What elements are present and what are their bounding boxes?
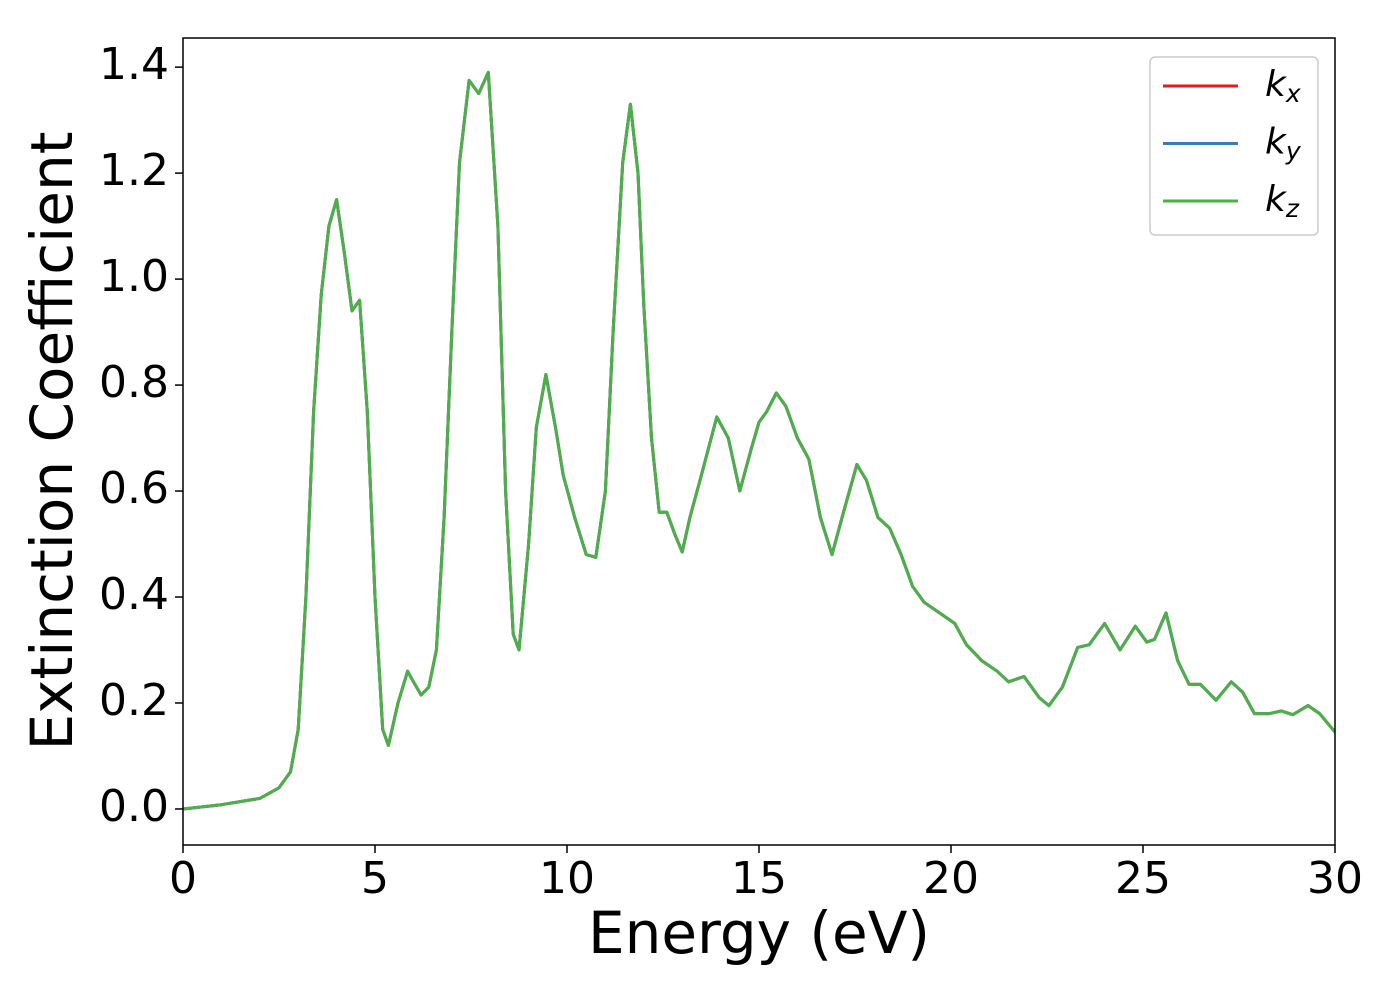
x-tick-label: 30	[1307, 853, 1363, 904]
legend-label: ky	[1265, 122, 1302, 166]
x-axis-label: Energy (eV)	[588, 899, 930, 967]
line-series	[183, 70, 1335, 811]
x-tick-label: 15	[731, 853, 787, 904]
y-tick-label: 0.6	[99, 463, 169, 514]
plot-frame	[182, 37, 1336, 846]
x-tick-label: 5	[361, 853, 389, 904]
x-tick-label: 20	[923, 853, 979, 904]
x-tick-label: 10	[539, 853, 595, 904]
y-tick-label: 1.4	[99, 39, 169, 90]
legend-box	[1149, 56, 1319, 236]
y-tick-label: 0.2	[99, 675, 169, 726]
y-tick-label: 1.0	[99, 251, 169, 302]
y-tick-label: 0.4	[99, 569, 169, 620]
x-tick-label: 0	[169, 853, 197, 904]
legend: kx ky kz	[1149, 56, 1319, 236]
x-tick-label: 25	[1115, 853, 1171, 904]
y-tick-label: 0.8	[99, 357, 169, 408]
legend-label: kz	[1265, 179, 1300, 223]
y-tick-label: 0.0	[99, 781, 169, 832]
y-axis-label: Extinction Coefficient	[18, 132, 86, 751]
y-tick-label: 1.2	[99, 145, 169, 196]
legend-label: kx	[1265, 64, 1301, 108]
